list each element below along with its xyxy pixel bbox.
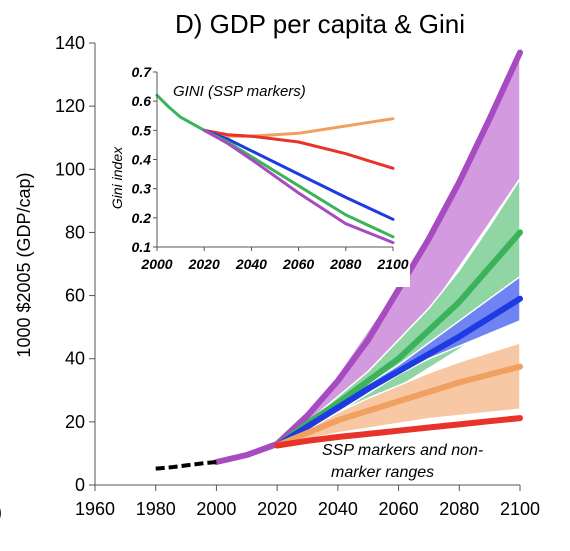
chart-title: D) GDP per capita & Gini [175,9,465,39]
inset-y-tick-label: 0.3 [132,181,152,197]
inset-y-tick-label: 0.7 [132,64,153,80]
inset-x-tick-label: 2060 [282,256,314,272]
main-x-tick-label: 2060 [379,499,419,519]
inset-y-tick-label: 0.4 [132,152,152,168]
main-x-tick-label: 2100 [500,499,540,519]
stray-edge-mark: ) [0,502,2,522]
main-x-tick-label: 2020 [257,499,297,519]
inset-x-tick-label: 2080 [329,256,361,272]
gini-inset: 0.1 0.2 0.3 0.4 0.5 0.6 0.7 2000 2020 2040 2060 208… [101,57,410,287]
historical-gdp-line [155,460,217,471]
inset-y-axis-label: Gini index [109,146,125,209]
inset-x-tick-label: 2000 [140,256,172,272]
red-marker-line [274,415,523,449]
main-y-tick-label: 20 [65,412,85,432]
inset-title: GINI (SSP markers) [173,83,306,100]
gini-purple-line [202,128,395,245]
inset-y-tick-label: 0.1 [132,239,152,255]
inset-y-tick-label: 0.2 [132,210,152,226]
purple-marker-line [213,49,523,465]
main-y-tick-label: 60 [65,286,85,306]
annotation-line-1: SSP markers and non- [322,442,483,459]
inset-x-tick-label: 2040 [235,256,267,272]
gini-red-line [202,128,395,170]
main-x-tick-label: 1980 [136,499,176,519]
orange-marker-line [274,363,523,449]
inset-background [101,57,410,287]
main-plot [155,49,523,471]
main-y-tick-label: 80 [65,222,85,242]
main-y-tick-label: 0 [75,475,85,495]
annotation-line-2: marker ranges [331,464,434,481]
main-x-tick-label: 1960 [75,499,115,519]
y-axis-label: 1000 $2005 (GDP/cap) [14,172,34,357]
inset-axes: 0.1 0.2 0.3 0.4 0.5 0.6 0.7 2000 2020 2040 2060 208… [132,64,409,272]
inset-x-tick-label: 2020 [188,256,220,272]
annotation: SSP markers and non- marker ranges [322,442,483,481]
gini-blue-line [202,128,395,221]
green-marker-line [274,229,523,449]
blue-marker-line [274,295,523,449]
main-y-tick-label: 40 [65,349,85,369]
inset-x-tick-label: 2100 [376,256,408,272]
inset-y-tick-label: 0.6 [132,93,152,109]
main-x-tick-label: 2040 [318,499,358,519]
main-x-tick-label: 2080 [439,499,479,519]
inset-y-tick-label: 0.5 [132,122,152,138]
inset-plot [155,93,395,245]
main-x-tick-label: 2000 [196,499,236,519]
main-y-tick-label: 120 [55,96,85,116]
main-y-tick-label: 100 [55,159,85,179]
main-y-tick-label: 140 [55,33,85,53]
